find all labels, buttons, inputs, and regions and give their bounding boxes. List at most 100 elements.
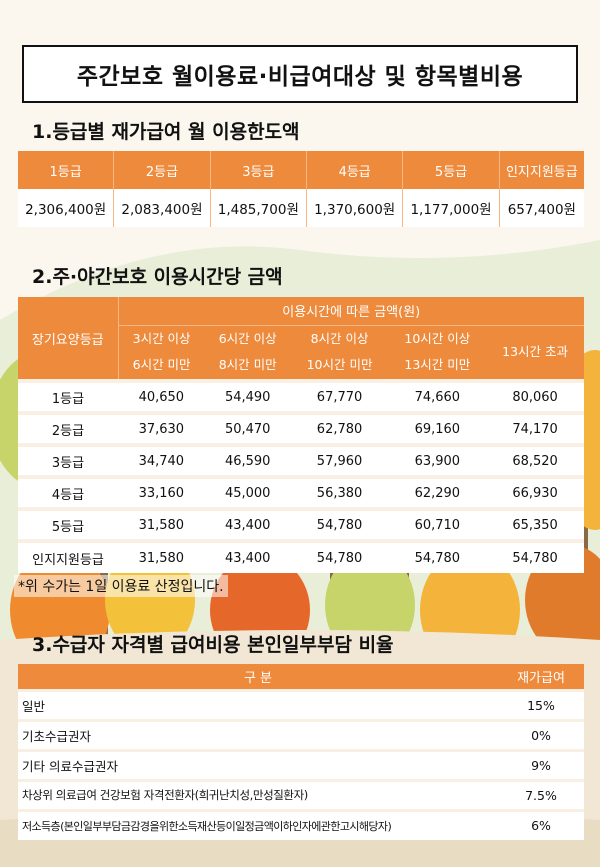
table-header-row: 3시간 이상 6시간 미만 6시간 이상 8시간 미만 8시간 이상 10시간 … bbox=[18, 325, 584, 381]
value-cell: 1,485,700원 bbox=[210, 189, 307, 227]
table-row: 차상위 의료급여 건강보험 자격전환자(희귀난치성,만성질환자) 7.5% bbox=[18, 778, 584, 810]
value-cell: 74,660 bbox=[388, 379, 487, 413]
header-cell: 4등급 bbox=[306, 151, 404, 189]
table-header-row: 구 분 재가급여 bbox=[18, 664, 584, 690]
header-cell: 3등급 bbox=[210, 151, 307, 189]
table-row: 1등급 40,650 54,490 67,770 74,660 80,060 bbox=[18, 379, 584, 413]
value-cell: 31,580 bbox=[118, 507, 205, 541]
time-header-line2: 10시간 미만 bbox=[306, 357, 373, 373]
table-header-row: 1등급 2등급 3등급 4등급 5등급 인지지원등급 bbox=[18, 151, 584, 189]
value-cell: 68,520 bbox=[486, 443, 584, 477]
value-cell: 43,400 bbox=[204, 539, 291, 573]
time-header-line1: 3시간 이상 bbox=[132, 331, 191, 347]
value-cell: 37,630 bbox=[118, 411, 205, 445]
rate-cell: 0% bbox=[498, 718, 584, 750]
value-cell: 45,000 bbox=[204, 475, 291, 509]
time-header-line1: 8시간 이상 bbox=[310, 331, 369, 347]
value-cell: 54,780 bbox=[290, 507, 389, 541]
category-cell: 저소득층(본인일부부담금감경을위한소득재산등이일정금액이하인자에관한고시해당자) bbox=[18, 808, 498, 840]
value-cell: 62,780 bbox=[290, 411, 389, 445]
time-header: 8시간 이상 10시간 미만 bbox=[290, 325, 389, 381]
table-row: 일반 15% bbox=[18, 688, 584, 720]
table-row: 3등급 34,740 46,590 57,960 63,900 68,520 bbox=[18, 443, 584, 477]
time-header-line2: 8시간 미만 bbox=[218, 357, 277, 373]
page-title: 주간보호 월이용료·비급여대상 및 항목별비용 bbox=[22, 45, 578, 103]
value-cell: 54,780 bbox=[486, 539, 584, 573]
value-cell: 65,350 bbox=[486, 507, 584, 541]
value-cell: 2,306,400원 bbox=[18, 189, 115, 227]
category-cell: 기타 의료수급권자 bbox=[18, 748, 498, 780]
grade-cell: 4등급 bbox=[18, 475, 118, 509]
value-cell: 69,160 bbox=[388, 411, 487, 445]
value-cell: 1,370,600원 bbox=[306, 189, 404, 227]
value-cell: 66,930 bbox=[486, 475, 584, 509]
value-cell: 63,900 bbox=[388, 443, 487, 477]
value-cell: 54,780 bbox=[388, 539, 487, 573]
header-cell: 2등급 bbox=[113, 151, 211, 189]
table-row: 인지지원등급 31,580 43,400 54,780 54,780 54,78… bbox=[18, 539, 584, 573]
rate-cell: 15% bbox=[498, 688, 584, 720]
value-cell: 46,590 bbox=[204, 443, 291, 477]
value-cell: 31,580 bbox=[118, 539, 205, 573]
value-cell: 33,160 bbox=[118, 475, 205, 509]
value-cell: 34,740 bbox=[118, 443, 205, 477]
rate-cell: 6% bbox=[498, 808, 584, 840]
table-header-row: 장기요양등급 이용시간에 따른 금액(원) bbox=[18, 297, 584, 381]
section3-title: 3.수급자 자격별 급여비용 본인일부부담 비율 bbox=[32, 634, 394, 656]
value-cell: 54,780 bbox=[290, 539, 389, 573]
table-row: 기타 의료수급권자 9% bbox=[18, 748, 584, 780]
value-cell: 50,470 bbox=[204, 411, 291, 445]
category-header: 구 분 bbox=[18, 664, 498, 690]
value-cell: 40,650 bbox=[118, 379, 205, 413]
header-cell: 1등급 bbox=[18, 151, 115, 189]
grade-cell: 5등급 bbox=[18, 507, 118, 541]
grade-cell: 인지지원등급 bbox=[18, 539, 118, 573]
value-cell: 74,170 bbox=[486, 411, 584, 445]
category-cell: 차상위 의료급여 건강보험 자격전환자(희귀난치성,만성질환자) bbox=[18, 778, 498, 810]
hourly-rate-table: 장기요양등급 이용시간에 따른 금액(원) 3시간 이상 6시간 미만 6시간 … bbox=[18, 297, 584, 573]
time-header-line1: 13시간 초과 bbox=[502, 344, 569, 360]
grade-cell: 2등급 bbox=[18, 411, 118, 445]
time-header-line1: 6시간 이상 bbox=[218, 331, 277, 347]
value-cell: 56,380 bbox=[290, 475, 389, 509]
category-cell: 기초수급권자 bbox=[18, 718, 498, 750]
time-header-line2: 13시간 미만 bbox=[404, 357, 471, 373]
table-row: 2,306,400원 2,083,400원 1,485,700원 1,370,6… bbox=[18, 189, 584, 227]
time-header-line2: 6시간 미만 bbox=[132, 357, 191, 373]
header-cell: 5등급 bbox=[402, 151, 500, 189]
rate-cell: 7.5% bbox=[498, 778, 584, 810]
table-row: 4등급 33,160 45,000 56,380 62,290 66,930 bbox=[18, 475, 584, 509]
header-cell: 인지지원등급 bbox=[499, 151, 584, 189]
value-cell: 54,490 bbox=[204, 379, 291, 413]
value-cell: 67,770 bbox=[290, 379, 389, 413]
group-header: 이용시간에 따른 금액(원) bbox=[118, 297, 584, 326]
rate-cell: 9% bbox=[498, 748, 584, 780]
time-header: 6시간 이상 8시간 미만 bbox=[204, 325, 291, 381]
value-cell: 80,060 bbox=[486, 379, 584, 413]
section1-title: 1.등급별 재가급여 월 이용한도액 bbox=[32, 121, 300, 143]
section2-title: 2.주·야간보호 이용시간당 금액 bbox=[32, 266, 283, 288]
table-row: 5등급 31,580 43,400 54,780 60,710 65,350 bbox=[18, 507, 584, 541]
table-row: 저소득층(본인일부부담금감경을위한소득재산등이일정금액이하인자에관한고시해당자)… bbox=[18, 808, 584, 840]
table-row: 기초수급권자 0% bbox=[18, 718, 584, 750]
grade-header: 장기요양등급 bbox=[18, 297, 119, 381]
table-row: 2등급 37,630 50,470 62,780 69,160 74,170 bbox=[18, 411, 584, 445]
value-cell: 1,177,000원 bbox=[402, 189, 500, 227]
value-cell: 60,710 bbox=[388, 507, 487, 541]
copayment-rate-table: 구 분 재가급여 일반 15% 기초수급권자 0% 기타 의료수급권자 9% 차… bbox=[18, 664, 584, 840]
time-header: 13시간 초과 bbox=[486, 325, 584, 381]
value-cell: 57,960 bbox=[290, 443, 389, 477]
value-cell: 2,083,400원 bbox=[113, 189, 211, 227]
time-header: 3시간 이상 6시간 미만 bbox=[118, 325, 205, 381]
grade-cell: 1등급 bbox=[18, 379, 118, 413]
value-cell: 657,400원 bbox=[499, 189, 584, 227]
fee-note: *위 수가는 1일 이용료 산정입니다. bbox=[14, 575, 228, 597]
rate-header: 재가급여 bbox=[498, 664, 584, 690]
category-cell: 일반 bbox=[18, 688, 498, 720]
time-header: 10시간 이상 13시간 미만 bbox=[388, 325, 487, 381]
value-cell: 43,400 bbox=[204, 507, 291, 541]
time-header-line1: 10시간 이상 bbox=[404, 331, 471, 347]
value-cell: 62,290 bbox=[388, 475, 487, 509]
monthly-limit-table: 1등급 2등급 3등급 4등급 5등급 인지지원등급 2,306,400원 2,… bbox=[18, 151, 584, 227]
